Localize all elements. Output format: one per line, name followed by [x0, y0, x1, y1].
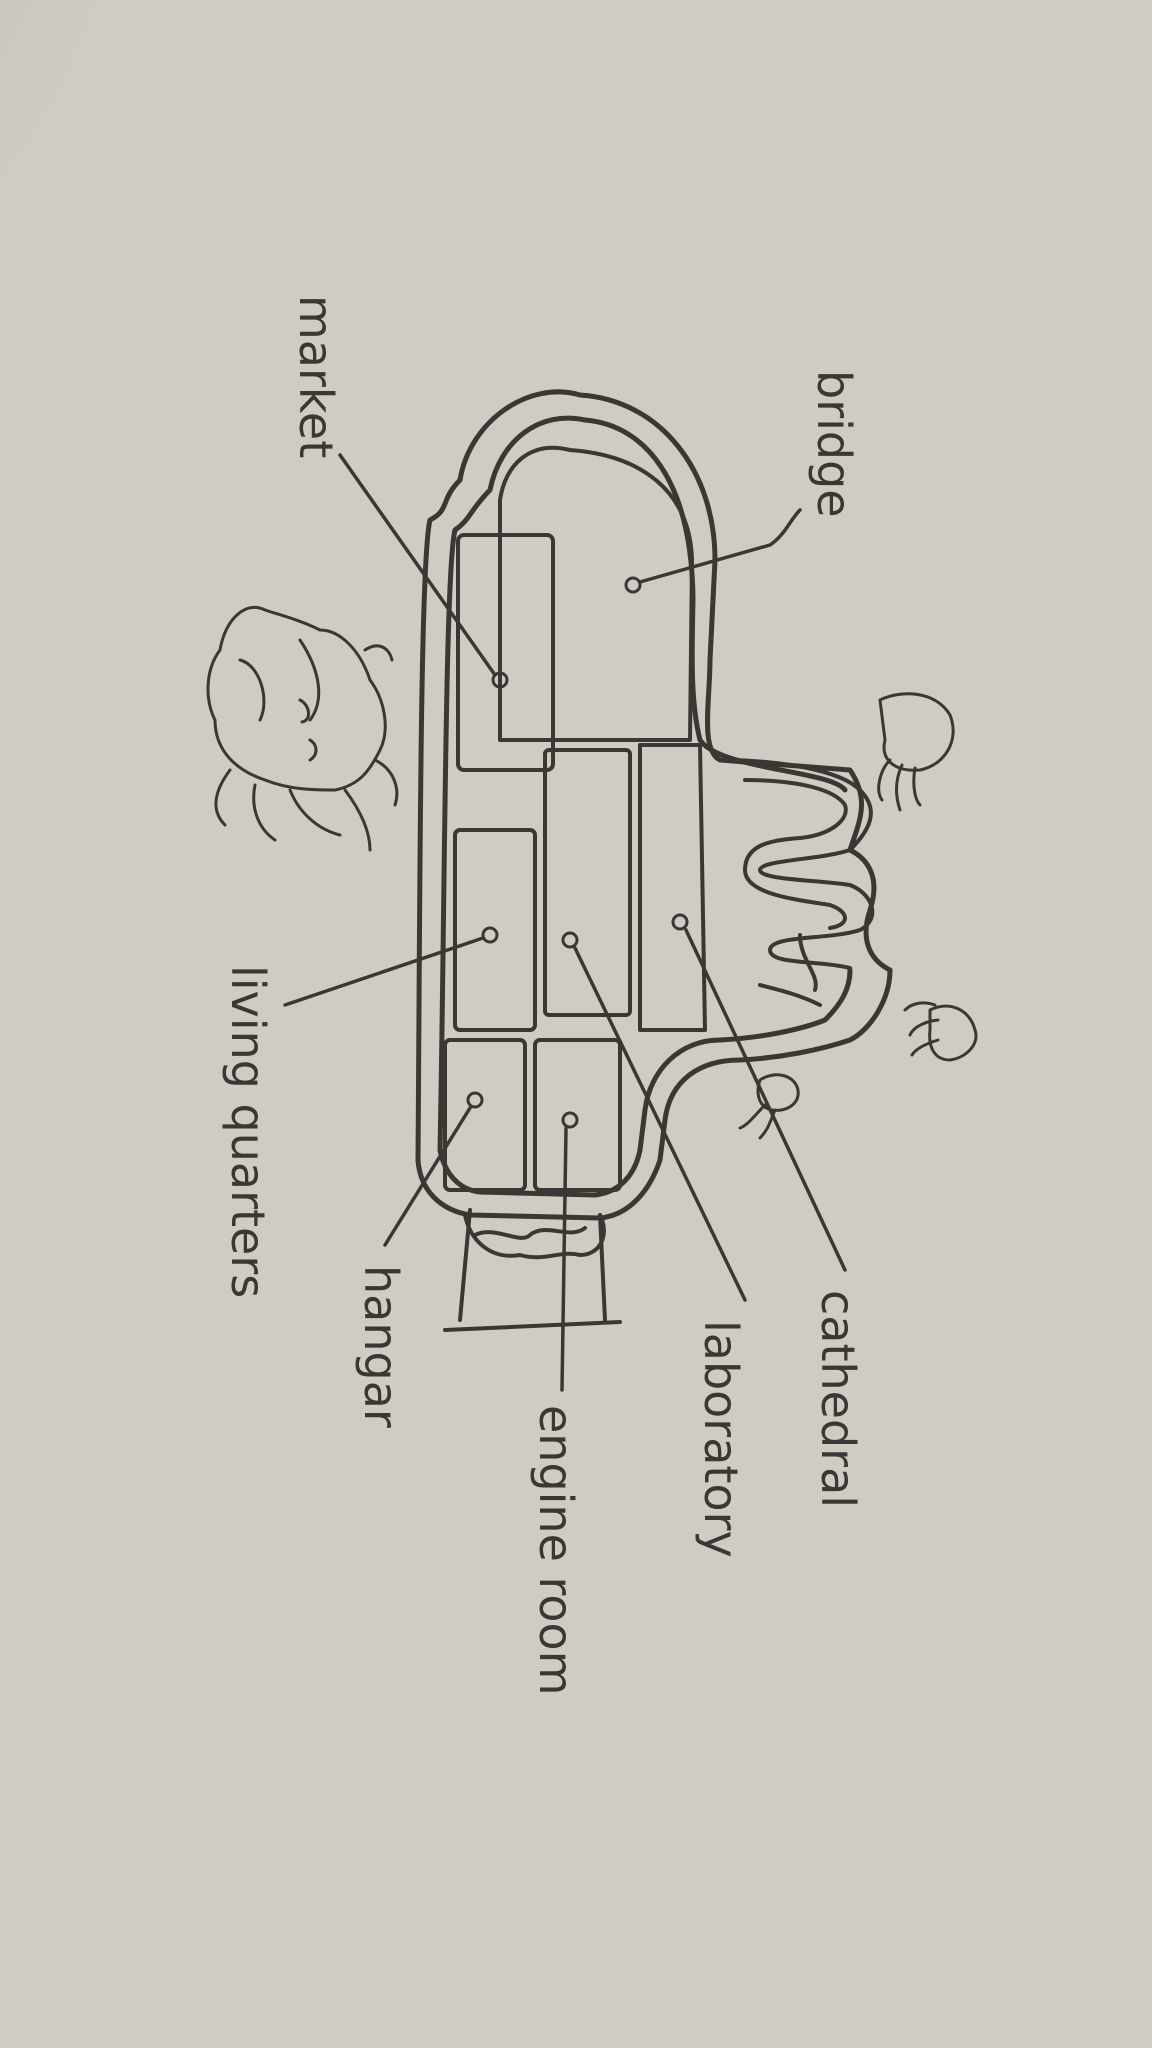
- bridge-room: [498, 445, 694, 742]
- market-leader: [338, 453, 497, 677]
- laboratory-dot: [561, 931, 579, 949]
- engine-room: [533, 1038, 622, 1192]
- bridge-leader: [638, 508, 802, 584]
- laboratory-room: [543, 748, 632, 1017]
- leader-lines: [283, 453, 847, 1392]
- label-laboratory: laboratory: [694, 1320, 748, 1558]
- label-cathedral: cathedral: [811, 1290, 865, 1508]
- label-hangar: hangar: [354, 1265, 408, 1428]
- hangar-dot: [466, 1091, 484, 1109]
- label-market: market: [289, 295, 343, 458]
- label-bridge: bridge: [807, 370, 861, 518]
- jellyfish-middle: [903, 1001, 978, 1062]
- sea-creature-doodle: [206, 605, 399, 852]
- market-room: [456, 533, 555, 772]
- cathedral-leader: [684, 928, 847, 1272]
- hangar-leader: [383, 1106, 472, 1247]
- bridge-dot: [624, 576, 642, 594]
- engine-room-dot: [561, 1111, 579, 1129]
- corner-shadow: [0, 0, 180, 330]
- engine-room-leader: [560, 1126, 568, 1392]
- label-living-quarters: living quarters: [221, 965, 275, 1298]
- room-markers: [466, 576, 689, 1129]
- hangar-room: [443, 1038, 527, 1192]
- cathedral-room: [638, 743, 707, 1032]
- laboratory-leader: [573, 946, 747, 1302]
- cathedral-dot: [671, 913, 689, 931]
- jellyfish-doodles: [738, 692, 978, 1140]
- living-quarters-leader: [283, 936, 485, 1007]
- living-quarters-room: [453, 828, 537, 1032]
- interior-rooms: [443, 533, 707, 1192]
- jellyfish-bottom: [738, 1073, 800, 1140]
- cathedral-arches: [718, 758, 875, 1007]
- jellyfish-top: [877, 692, 955, 812]
- living-quarters-dot: [481, 926, 499, 944]
- ship-propeller: [443, 1208, 622, 1332]
- market-dot: [491, 671, 509, 689]
- label-engine-room: engine room: [529, 1405, 583, 1696]
